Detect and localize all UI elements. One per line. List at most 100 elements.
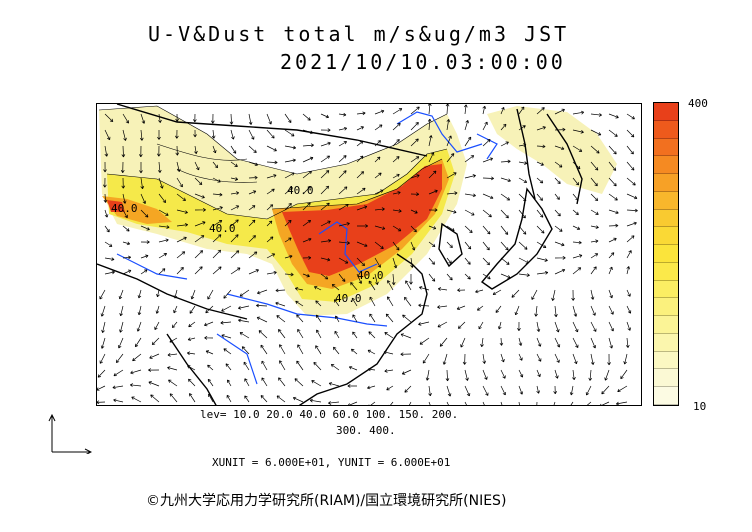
- wind-arrow: [328, 401, 340, 405]
- wind-arrow: [229, 113, 234, 125]
- wind-arrow: [464, 155, 475, 163]
- colorbar-band: [654, 351, 678, 370]
- wind-arrow: [194, 250, 204, 259]
- wind-arrow: [205, 350, 214, 355]
- wind-arrow: [590, 289, 595, 300]
- wind-arrow: [356, 187, 366, 195]
- wind-arrow: [174, 129, 179, 139]
- wind-arrow: [368, 331, 376, 339]
- wind-arrow: [302, 255, 312, 260]
- wind-arrow: [439, 337, 448, 347]
- wind-arrow: [475, 289, 484, 294]
- wind-arrow: [590, 305, 596, 316]
- wind-arrow: [607, 353, 611, 366]
- wind-arrow: [248, 219, 256, 227]
- wind-arrow: [518, 401, 520, 405]
- wind-arrow: [138, 145, 143, 158]
- wind-arrow: [410, 138, 419, 147]
- wind-arrow: [572, 225, 581, 230]
- contour-label: 40.0: [209, 222, 236, 235]
- wind-arrow: [590, 321, 597, 332]
- wind-arrow: [492, 289, 502, 296]
- wind-arrow: [374, 241, 384, 250]
- wind-arrow: [626, 221, 637, 227]
- wind-arrow: [140, 269, 148, 275]
- wind-arrow: [266, 236, 274, 243]
- wind-arrow: [194, 177, 203, 186]
- wind-arrow: [115, 353, 124, 364]
- wind-arrow: [302, 273, 310, 278]
- wind-arrow: [626, 235, 635, 243]
- wind-arrow: [554, 209, 561, 217]
- wind-arrow: [284, 129, 295, 137]
- wind-arrow: [244, 378, 250, 387]
- wind-arrow: [320, 170, 330, 179]
- wind-arrow: [410, 257, 414, 268]
- wind-arrow: [333, 299, 340, 307]
- wind-arrow: [275, 288, 286, 293]
- wind-arrow: [175, 113, 180, 122]
- wind-arrow: [446, 241, 453, 249]
- wind-arrow: [590, 177, 598, 187]
- wind-arrow: [207, 364, 214, 371]
- wind-arrow: [356, 140, 364, 147]
- wind-arrow: [482, 121, 488, 131]
- wind-arrow: [464, 120, 469, 131]
- wind-arrow: [410, 241, 416, 251]
- wind-arrow: [553, 385, 558, 395]
- wind-arrow: [315, 314, 322, 323]
- colorbar: [653, 102, 679, 406]
- wind-arrow: [266, 204, 274, 211]
- wind-arrow: [536, 107, 545, 115]
- wind-arrow: [350, 282, 358, 291]
- wind-arrow: [338, 241, 350, 245]
- colorbar-band: [654, 156, 678, 174]
- wind-arrow: [156, 289, 160, 298]
- wind-arrow: [122, 193, 127, 204]
- wind-arrow: [104, 113, 114, 123]
- wind-arrow: [266, 145, 277, 152]
- wind-arrow: [462, 353, 467, 365]
- wind-arrow: [113, 369, 124, 377]
- wind-arrow: [410, 209, 418, 214]
- wind-arrow: [212, 206, 223, 211]
- wind-arrow: [104, 270, 115, 275]
- wind-arrow: [482, 176, 494, 181]
- wind-arrow: [427, 118, 432, 131]
- wind-arrow: [338, 126, 348, 131]
- wind-arrow: [536, 241, 547, 249]
- wind-arrow: [302, 129, 314, 135]
- wind-arrow: [374, 156, 381, 163]
- wind-arrow: [238, 305, 250, 310]
- wind-arrow: [176, 161, 181, 172]
- wind-arrow: [482, 193, 494, 200]
- wind-arrow: [320, 155, 331, 163]
- wind-arrow: [158, 177, 164, 189]
- wind-arrow: [442, 353, 448, 365]
- wind-arrow: [257, 289, 268, 295]
- wind-arrow: [374, 140, 381, 147]
- wind-arrow: [572, 209, 579, 216]
- wind-arrow: [392, 191, 401, 195]
- wind-arrow: [266, 113, 272, 125]
- wind-arrow: [425, 369, 430, 381]
- wind-arrow: [608, 289, 613, 299]
- wind-arrow: [320, 141, 331, 147]
- copyright-text: ©九州大学応用力学研究所(RIAM)/国立環境研究所(NIES): [146, 493, 507, 509]
- wind-arrow: [369, 313, 376, 323]
- wind-arrow: [608, 321, 614, 332]
- wind-arrow: [330, 364, 340, 371]
- wind-arrow: [347, 384, 357, 388]
- wind-arrow: [604, 369, 610, 381]
- wind-arrow: [446, 273, 453, 281]
- wind-arrow: [500, 369, 506, 379]
- wind-arrow: [427, 104, 432, 115]
- wind-arrow: [186, 351, 196, 356]
- wind-arrow: [536, 385, 540, 394]
- wind-arrow: [626, 305, 632, 314]
- wind-arrow: [554, 193, 560, 200]
- wind-arrow: [140, 193, 146, 204]
- wind-arrow: [230, 145, 237, 154]
- wind-vectors: [97, 104, 638, 405]
- wind-arrow: [554, 369, 559, 379]
